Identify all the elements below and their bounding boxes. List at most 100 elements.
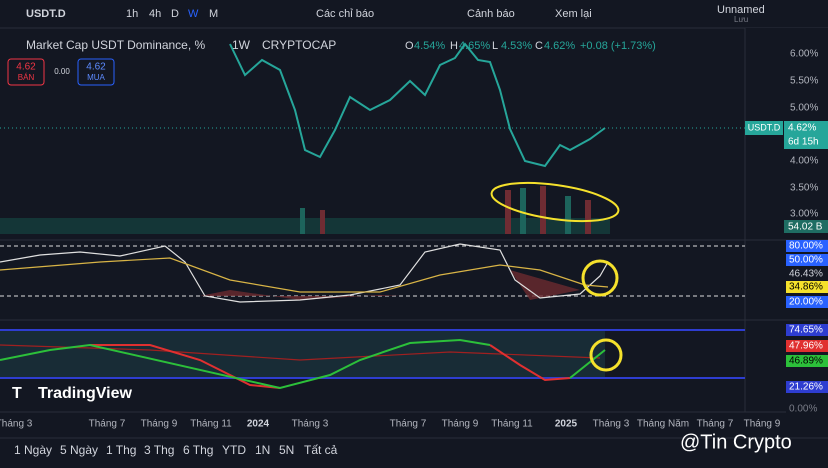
time-tick: Tháng 9 [442, 419, 479, 430]
rsi-tag [786, 240, 828, 252]
osc-tag [786, 340, 828, 352]
rsi-tag [786, 281, 828, 293]
symbol-tag [745, 121, 783, 135]
save[interactable]: Lưu [734, 15, 748, 24]
time-tick: Tháng 3 [292, 419, 329, 430]
countdown: 6d 15h [788, 137, 819, 148]
time-tick: Tháng Năm [637, 419, 689, 430]
osc-signal [0, 344, 601, 361]
time-tick: 2025 [555, 419, 578, 430]
highlight [490, 181, 620, 223]
time-tick: Tháng 11 [190, 419, 232, 430]
price-tick: 6.00% [790, 49, 818, 60]
range-button[interactable]: 5 Ngày [60, 443, 98, 457]
price-tick: 3.50% [790, 183, 818, 194]
osc-up [0, 338, 491, 390]
h-key: H [450, 40, 458, 52]
osc-tick: 21.26% [789, 382, 823, 393]
buy-button[interactable] [77, 58, 115, 86]
price-tick: 5.50% [790, 76, 818, 87]
sell-label: BÁN [18, 73, 35, 82]
time-tick: Tháng 3 [0, 419, 33, 430]
volume-tag [784, 220, 828, 233]
watermark: TradingView [38, 385, 133, 402]
osc-tick: 46.89% [789, 356, 823, 367]
symbol[interactable]: USDT.D [26, 8, 66, 20]
sell-price: 4.62 [16, 62, 36, 73]
c: 4.62% [544, 40, 575, 52]
osc-tag [786, 355, 828, 367]
rsi-tag [786, 254, 828, 266]
time-tick: Tháng 7 [697, 419, 734, 430]
legend-interval: 1W [232, 38, 251, 52]
range-button[interactable]: 1 Thg [106, 443, 136, 457]
sell-button[interactable] [7, 58, 45, 86]
range-button[interactable]: 1 Ngày [14, 443, 52, 457]
range-button[interactable]: YTD [222, 443, 246, 457]
price-line [229, 42, 606, 168]
range-button[interactable]: 5N [279, 443, 294, 457]
osc-down [489, 344, 571, 382]
h: 4.65% [459, 40, 490, 52]
range-button[interactable]: 3 Thg [144, 443, 174, 457]
rsi-tick: 50.00% [789, 255, 823, 266]
price-tag-text: 4.62% [788, 123, 816, 134]
o: 4.54% [414, 40, 445, 52]
buy-price: 4.62 [86, 62, 106, 73]
time-tick: Tháng 11 [491, 419, 533, 430]
rsi-tag [786, 296, 828, 308]
osc-up [569, 349, 606, 379]
time-tick: Tháng 3 [593, 419, 630, 430]
l: 4.53% [501, 40, 532, 52]
price-tick: 4.00% [790, 156, 818, 167]
indicators[interactable]: Các chỉ báo [316, 8, 374, 20]
rsi-tick: 20.00% [789, 297, 823, 308]
interval[interactable]: 1h [126, 8, 138, 20]
rsi-fill [200, 270, 580, 300]
volume-tag-text: 54.02 B [788, 222, 823, 233]
range-button[interactable]: 1N [255, 443, 270, 457]
interval[interactable]: W [188, 8, 199, 20]
time-tick: Tháng 7 [390, 419, 427, 430]
interval[interactable]: M [209, 8, 218, 20]
highlight [589, 338, 623, 372]
volume [0, 186, 610, 234]
rsi-line [0, 243, 609, 303]
interval[interactable]: 4h [149, 8, 161, 20]
highlight [581, 259, 619, 297]
range-button[interactable]: Tất cả [304, 443, 338, 457]
buy-label: MUA [87, 73, 105, 82]
range-button[interactable]: 6 Thg [183, 443, 213, 457]
o-key: O [405, 40, 414, 52]
rsi-tick: 80.00% [789, 241, 823, 252]
time-tick: 2024 [247, 419, 270, 430]
time-tick: Tháng 9 [141, 419, 178, 430]
osc-tick: 74.65% [789, 325, 823, 336]
osc-tag [786, 381, 828, 393]
rsi-tag [786, 268, 828, 280]
rsi-ma [0, 257, 609, 293]
price-tick: 3.00% [790, 209, 818, 220]
alerts[interactable]: Cảnh báo [467, 8, 515, 20]
time-tick: Tháng 7 [89, 419, 126, 430]
watermark-logo: T [12, 385, 22, 402]
rsi-tick: 34.86% [789, 282, 823, 293]
legend-title: Market Cap USDT Dominance, % [26, 38, 206, 52]
change: +0.08 (+1.73%) [580, 40, 656, 52]
price-tick: 5.00% [790, 103, 818, 114]
interval[interactable]: D [171, 8, 179, 20]
osc-down [90, 344, 281, 389]
osc-tag [786, 403, 828, 415]
layout-name[interactable]: Unnamed [717, 4, 765, 16]
legend-source: CRYPTOCAP [262, 38, 336, 52]
toolbar [0, 0, 828, 28]
c-key: C [535, 40, 543, 52]
osc-tag [786, 324, 828, 336]
replay[interactable]: Xem lại [555, 8, 592, 20]
osc-tick: 47.96% [789, 341, 823, 352]
credit: @Tin Crypto [680, 431, 792, 453]
spread: 0.00 [54, 67, 70, 76]
price-tag [784, 121, 828, 149]
time-tick: Tháng 9 [744, 419, 781, 430]
